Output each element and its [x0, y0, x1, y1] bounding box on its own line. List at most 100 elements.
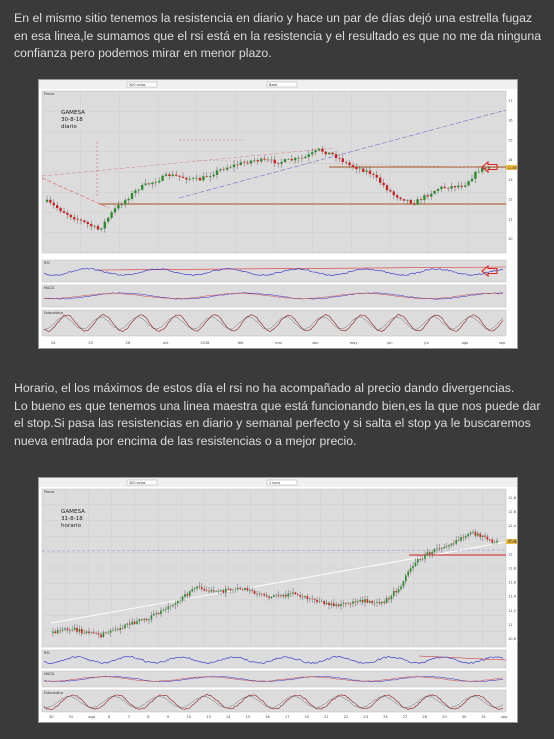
daily-candle: [283, 159, 287, 162]
x-tick-label: 14: [226, 715, 231, 719]
x-tick-label: jun: [386, 341, 393, 345]
x-tick-label: 10: [187, 715, 192, 719]
hourly-candle: [450, 543, 453, 546]
x-tick-label: 15: [246, 715, 251, 719]
hourly-candle: [217, 591, 220, 592]
hourly-candle: [78, 629, 81, 632]
daily-candle: [232, 164, 236, 168]
rsi-arrow-icon: [481, 264, 498, 278]
y-tick-label: 10,8: [508, 637, 517, 641]
hourly-candle: [263, 594, 266, 596]
daily-candle: [202, 176, 205, 181]
x-tick-label: 16: [265, 715, 270, 719]
hourly-candle: [400, 586, 402, 590]
y-tick-label: 11,8: [508, 567, 517, 571]
daily-candle: [430, 193, 433, 197]
hourly-candle: [491, 539, 494, 543]
hourly-candle: [380, 601, 383, 604]
toolbar-field-candles[interactable]: [126, 479, 158, 486]
stochastic-panel-label: Estocástico: [44, 691, 63, 695]
hourly-candle: [164, 609, 167, 610]
daily-candle: [113, 208, 117, 213]
daily-candle: [426, 195, 429, 197]
daily-candle: [423, 195, 426, 201]
hourly-candle: [320, 600, 323, 602]
daily-candle: [287, 158, 290, 160]
hourly-candle: [469, 532, 472, 535]
daily-candle: [481, 167, 484, 172]
hourly-candle: [148, 619, 150, 621]
toolbar-field-candles[interactable]: [126, 81, 158, 88]
daily-candle: [192, 177, 195, 179]
hourly-candle: [270, 596, 273, 598]
daily-candle: [324, 151, 327, 155]
chart-timeframe-label: horario: [61, 523, 82, 529]
hourly-candle: [457, 540, 460, 541]
hourly-candle: [484, 535, 486, 537]
y-tick-label: 12,4: [508, 524, 517, 528]
hourly-candle: [234, 589, 237, 591]
daily-candle: [56, 205, 59, 209]
daily-candle: [457, 185, 460, 188]
hourly-candle: [424, 555, 426, 559]
daily-candle: [141, 184, 144, 190]
hourly-candle: [289, 593, 292, 595]
hourly-candle: [140, 619, 143, 621]
x-tick-label: 26: [126, 341, 131, 345]
daily-candle: [440, 186, 443, 190]
stochastic-panel-label: Estocástico: [44, 311, 63, 315]
hourly-candle: [354, 601, 357, 603]
x-tick-label: sep: [501, 715, 508, 719]
daily-candle: [297, 157, 300, 159]
hourly-candle: [220, 590, 222, 592]
x-tick-label: 27: [403, 715, 408, 719]
y-tick-label: 12: [508, 198, 513, 202]
hourly-candle: [272, 595, 275, 597]
x-tick-label: 13: [206, 715, 211, 719]
hourly-candle: [114, 629, 117, 630]
hourly-candle: [395, 590, 398, 593]
toolbar-field-base[interactable]: [266, 81, 298, 88]
hourly-candle: [236, 588, 239, 590]
hourly-candle: [181, 596, 184, 601]
hourly-candle: [268, 596, 270, 598]
toolbar-field-timeframe[interactable]: [266, 479, 298, 486]
hourly-candle: [200, 587, 203, 589]
hourly-candle: [169, 605, 172, 607]
hourly-candle: [174, 603, 177, 605]
hourly-candle: [479, 533, 482, 538]
hourly-candle: [107, 632, 110, 634]
daily-candle: [117, 205, 120, 209]
hourly-candle: [157, 612, 160, 615]
hourly-candle: [359, 599, 362, 602]
daily-candle: [399, 197, 402, 200]
daily-candle: [328, 152, 331, 155]
hourly-candle: [373, 602, 376, 604]
hourly-candle: [95, 633, 98, 634]
daily-candle: [76, 219, 79, 220]
daily-candle: [195, 177, 198, 179]
daily-candle: [260, 158, 263, 162]
hourly-candle: [109, 630, 112, 633]
hourly-candle: [54, 631, 57, 634]
toolbar-field-candles-label: 300 velas: [129, 83, 146, 87]
daily-candle: [249, 160, 253, 164]
x-tick-label: mar: [275, 341, 283, 345]
daily-candle: [385, 185, 389, 191]
daily-candle: [86, 222, 89, 225]
last-price-label: 12,08: [507, 540, 517, 544]
hourly-candle: [416, 559, 419, 563]
hourly-candle: [280, 595, 282, 597]
x-tick-label: 7: [128, 715, 130, 719]
hourly-candle: [210, 590, 213, 592]
hourly-candle: [304, 596, 306, 598]
daily-candle: [464, 185, 467, 187]
hourly-candle: [248, 590, 251, 591]
daily-candle: [277, 163, 280, 164]
daily-candle: [321, 148, 324, 152]
hourly-candle: [160, 610, 162, 615]
daily-candle: [419, 199, 423, 201]
hourly-candle: [366, 599, 369, 603]
intro-paragraph: En el mismo sitio tenemos la resistencia…: [14, 11, 542, 60]
y-tick-label: 12,2: [508, 538, 516, 542]
